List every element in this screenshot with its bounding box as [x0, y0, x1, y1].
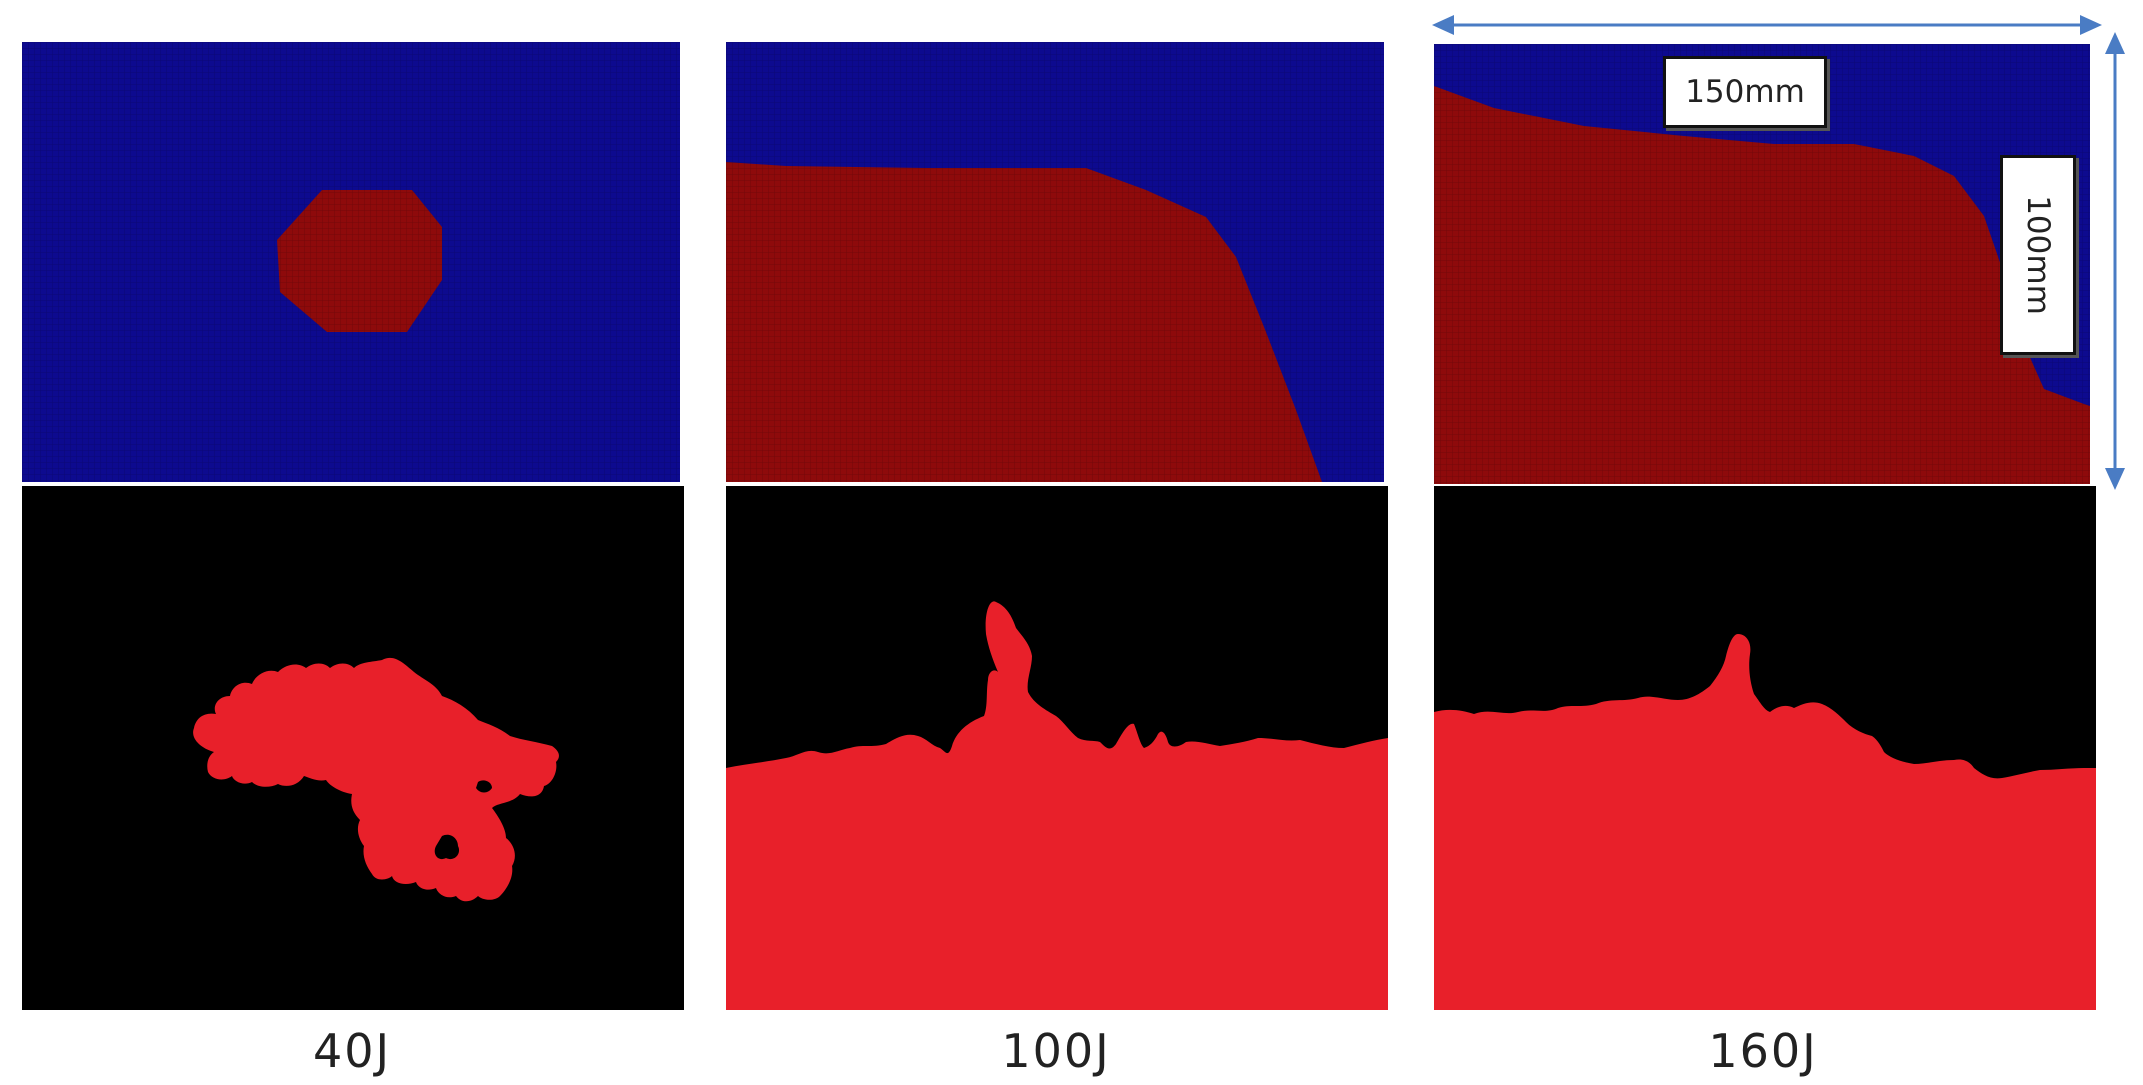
damage-area — [1434, 634, 2096, 1010]
mesh-grid — [726, 42, 1384, 482]
caption-100j: 100J — [1001, 1024, 1111, 1078]
simulation-panel-100j — [726, 42, 1384, 482]
width-dimension-arrow — [1432, 15, 2102, 35]
width-dimension-label: 150mm — [1663, 56, 1827, 128]
height-dimension-label: 100mm — [2000, 155, 2076, 355]
caption-40j: 40J — [312, 1024, 392, 1078]
simulation-panel-160j — [1434, 44, 2090, 484]
height-dimension-text: 100mm — [2020, 195, 2057, 315]
height-dimension-arrow — [2105, 32, 2125, 490]
experiment-panel-160j — [1434, 486, 2096, 1010]
damage-area — [193, 657, 559, 902]
damage-area-fragment — [434, 834, 460, 860]
caption-160j: 160J — [1708, 1024, 1818, 1078]
damage-area — [726, 601, 1388, 1010]
mesh-grid — [22, 42, 680, 482]
width-dimension-text: 150mm — [1685, 74, 1805, 110]
simulation-panel-40j — [22, 42, 680, 482]
experiment-panel-100j — [726, 486, 1388, 1010]
damage-area-fragment — [476, 780, 492, 793]
experiment-panel-40j — [22, 486, 684, 1010]
